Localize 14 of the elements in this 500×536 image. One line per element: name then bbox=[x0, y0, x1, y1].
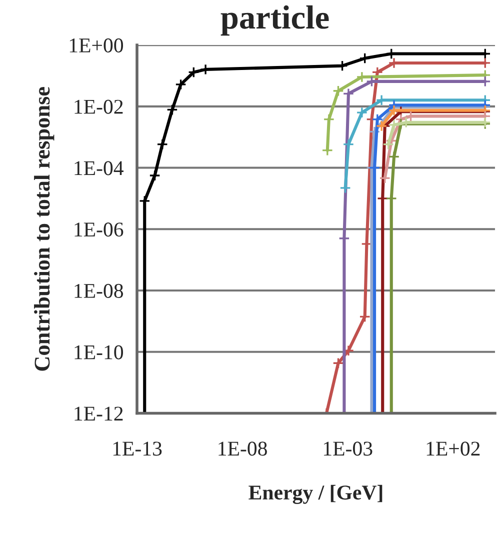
y-tick-label: 1E-10 bbox=[74, 345, 124, 360]
y-tick-label: 1E-06 bbox=[74, 222, 124, 237]
x-axis-title: Energy / [GeV] bbox=[248, 484, 382, 504]
x-tick-label: 1E-08 bbox=[218, 442, 267, 456]
y-tick-label: 1E-02 bbox=[74, 100, 123, 114]
y-axis-title: Contribution to total response bbox=[34, 87, 54, 371]
y-tick-label: 1E-04 bbox=[74, 161, 124, 176]
x-tick-label: 1E+02 bbox=[426, 442, 480, 456]
y-tick-label: 1E-08 bbox=[74, 284, 124, 298]
x-tick-label: 1E-13 bbox=[113, 442, 162, 456]
x-tick-label: 1E-03 bbox=[324, 442, 372, 456]
y-tick-label: 1E+00 bbox=[70, 38, 124, 52]
chart-title: particle bbox=[220, 5, 329, 36]
y-tick-label: 1E-12 bbox=[74, 406, 123, 420]
